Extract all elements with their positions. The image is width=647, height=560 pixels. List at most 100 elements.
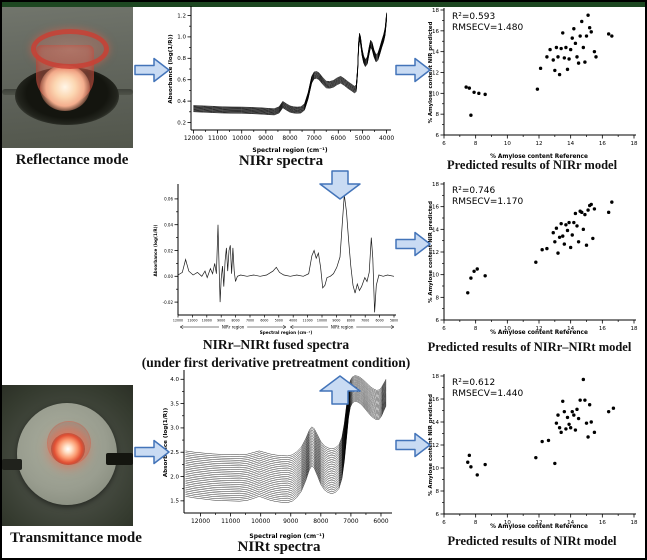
svg-text:10: 10 <box>432 466 439 472</box>
svg-text:0.00: 0.00 <box>164 274 173 279</box>
svg-text:10000: 10000 <box>232 135 251 142</box>
svg-text:10000: 10000 <box>202 319 212 323</box>
svg-text:12: 12 <box>536 520 543 526</box>
svg-text:12: 12 <box>536 326 543 332</box>
fused-caption-line2: (under first derivative pretreatment con… <box>141 354 411 370</box>
svg-text:12000: 12000 <box>191 518 210 525</box>
svg-text:10: 10 <box>432 91 439 97</box>
arrow-reflectance-to-nirr-icon <box>134 57 170 83</box>
svg-text:2.0: 2.0 <box>170 474 179 480</box>
svg-text:-0.02: -0.02 <box>163 300 174 305</box>
svg-text:% Amylose content Reference: % Amylose content Reference <box>490 154 588 160</box>
transmittance-glow <box>51 433 85 465</box>
arrow-nirt-to-fused-icon <box>319 375 361 405</box>
svg-text:RMSECV=1.480: RMSECV=1.480 <box>452 23 523 33</box>
svg-text:12000: 12000 <box>173 319 183 323</box>
instrument-slot <box>2 459 22 470</box>
svg-text:18: 18 <box>432 374 439 380</box>
svg-text:6000: 6000 <box>260 319 268 323</box>
reflectance-caption: Reflectance mode <box>15 152 129 168</box>
svg-text:6: 6 <box>436 512 440 518</box>
svg-text:5800: 5800 <box>390 319 398 323</box>
svg-text:12: 12 <box>432 71 439 77</box>
svg-text:18: 18 <box>631 141 638 147</box>
svg-text:RMSECV=1.170: RMSECV=1.170 <box>452 197 523 207</box>
arrow-fused-to-scatter-icon <box>395 231 431 257</box>
svg-text:12: 12 <box>536 141 543 147</box>
svg-text:Absorbance (log(1/R)): Absorbance (log(1/R)) <box>163 407 169 477</box>
svg-text:16: 16 <box>432 397 439 403</box>
svg-text:10: 10 <box>504 326 511 332</box>
transmittance-mode-photo <box>2 385 133 526</box>
svg-text:16: 16 <box>599 520 606 526</box>
svg-text:1.2: 1.2 <box>177 13 186 19</box>
svg-text:11000: 11000 <box>208 135 227 142</box>
svg-text:6: 6 <box>442 326 446 332</box>
svg-text:11000: 11000 <box>303 319 313 323</box>
svg-text:16: 16 <box>432 205 439 211</box>
svg-text:9000: 9000 <box>332 319 340 323</box>
svg-text:10000: 10000 <box>251 518 270 525</box>
svg-text:7000: 7000 <box>307 135 322 142</box>
fused-spectra-chart: 12000 11000 10000 9000 8000 7000 6000 5000 4000 1… <box>150 182 400 341</box>
svg-text:8000: 8000 <box>313 518 328 525</box>
instrument-arm <box>106 453 133 465</box>
svg-text:0.4: 0.4 <box>177 99 186 105</box>
svg-text:7000: 7000 <box>246 319 254 323</box>
svg-text:6: 6 <box>436 133 440 139</box>
svg-text:9000: 9000 <box>258 135 273 142</box>
svg-text:3.0: 3.0 <box>170 426 179 432</box>
arrow-nirt-to-scatter-icon <box>395 432 431 458</box>
svg-text:0.8: 0.8 <box>177 56 186 62</box>
svg-text:4000: 4000 <box>379 135 394 142</box>
svg-text:8000: 8000 <box>232 319 240 323</box>
nirt-scatter-chart: 6 8 10 12 14 16 18 6 8 10 12 14 16 18 R²=0.612 RMSECV=1… <box>426 372 644 535</box>
svg-text:8000: 8000 <box>282 135 297 142</box>
svg-text:18: 18 <box>631 520 638 526</box>
sample-cup-ring <box>31 29 109 69</box>
svg-text:8: 8 <box>474 520 478 526</box>
svg-text:8000: 8000 <box>347 319 355 323</box>
svg-text:14: 14 <box>432 50 439 56</box>
svg-text:18: 18 <box>432 8 439 14</box>
svg-text:% Amylose content NIR predicte: % Amylose content NIR predicted <box>428 201 434 303</box>
svg-text:6000: 6000 <box>331 135 346 142</box>
svg-text:% Amylose content NIR predicte: % Amylose content NIR predicted <box>428 21 434 123</box>
svg-text:18: 18 <box>631 326 638 332</box>
svg-text:6: 6 <box>442 520 446 526</box>
svg-text:6: 6 <box>442 141 446 147</box>
svg-text:Spectral region (cm⁻¹): Spectral region (cm⁻¹) <box>249 533 324 540</box>
nirr-spectra-chart: 12000 11000 10000 9000 8000 7000 6000 5000 4000 0… <box>165 2 397 159</box>
reflectance-mode-photo <box>2 7 133 148</box>
svg-text:RMSECV=1.440: RMSECV=1.440 <box>452 389 523 399</box>
nirr-scatter-chart: 6 8 10 12 14 16 18 6 8 10 12 14 16 18 R²=0.593 RMSECV=1… <box>426 2 644 165</box>
svg-text:% Amylose content Reference: % Amylose content Reference <box>490 330 588 336</box>
svg-text:Spectral region (cm⁻¹): Spectral region (cm⁻¹) <box>252 147 327 154</box>
svg-text:Absorbance (log(1/R)): Absorbance (log(1/R)) <box>153 224 158 276</box>
svg-text:3.5: 3.5 <box>170 401 179 407</box>
svg-text:0.06: 0.06 <box>164 197 173 202</box>
svg-text:NIRr region: NIRr region <box>222 325 245 330</box>
fused-prediction-caption: Predicted results of NIRr–NIRt model <box>427 340 632 354</box>
svg-text:12: 12 <box>432 250 439 256</box>
fused-caption-line1: NIRr–NIRt fused spectra <box>202 337 350 352</box>
svg-text:Absorbance (log(1/R)): Absorbance (log(1/R)) <box>168 34 174 104</box>
svg-text:Spectral region (cm⁻¹): Spectral region (cm⁻¹) <box>260 330 313 335</box>
svg-text:8: 8 <box>436 489 440 495</box>
svg-text:14: 14 <box>567 520 574 526</box>
svg-text:12000: 12000 <box>184 135 203 142</box>
svg-text:9000: 9000 <box>283 518 298 525</box>
fused-spectra-caption: NIRr–NIRt fused spectra (under first der… <box>120 336 432 371</box>
svg-text:11000: 11000 <box>221 518 240 525</box>
svg-text:8: 8 <box>474 326 478 332</box>
svg-text:16: 16 <box>599 141 606 147</box>
svg-text:7000: 7000 <box>361 319 369 323</box>
svg-text:R²=0.746: R²=0.746 <box>452 186 495 196</box>
svg-text:5000: 5000 <box>275 319 283 323</box>
svg-text:10000: 10000 <box>317 319 327 323</box>
nirt-spectra-chart: 12000 11000 10000 9000 8000 7000 6000 1.5 2.0 2.5… <box>160 366 398 545</box>
svg-text:12: 12 <box>432 443 439 449</box>
svg-text:8: 8 <box>436 112 440 118</box>
svg-text:6000: 6000 <box>376 319 384 323</box>
